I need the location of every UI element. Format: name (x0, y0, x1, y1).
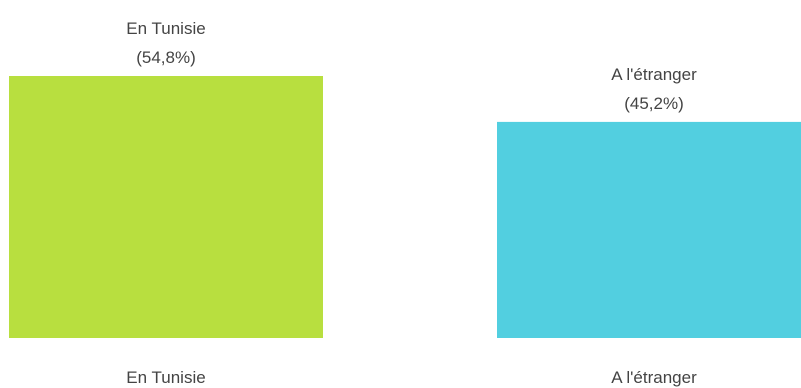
bar-data-label-value-a-letranger: (45,2%) (624, 94, 684, 113)
bar-a-letranger (497, 121, 801, 338)
bar-data-label-name-a-letranger: A l'étranger (611, 65, 697, 84)
x-tick-label-a-letranger: A l'étranger (611, 368, 697, 387)
x-tick-label-en-tunisie: En Tunisie (126, 368, 205, 387)
bar-en-tunisie (9, 76, 323, 338)
bar-data-label-name-en-tunisie: En Tunisie (126, 19, 205, 38)
bar-data-label-value-en-tunisie: (54,8%) (136, 48, 196, 67)
